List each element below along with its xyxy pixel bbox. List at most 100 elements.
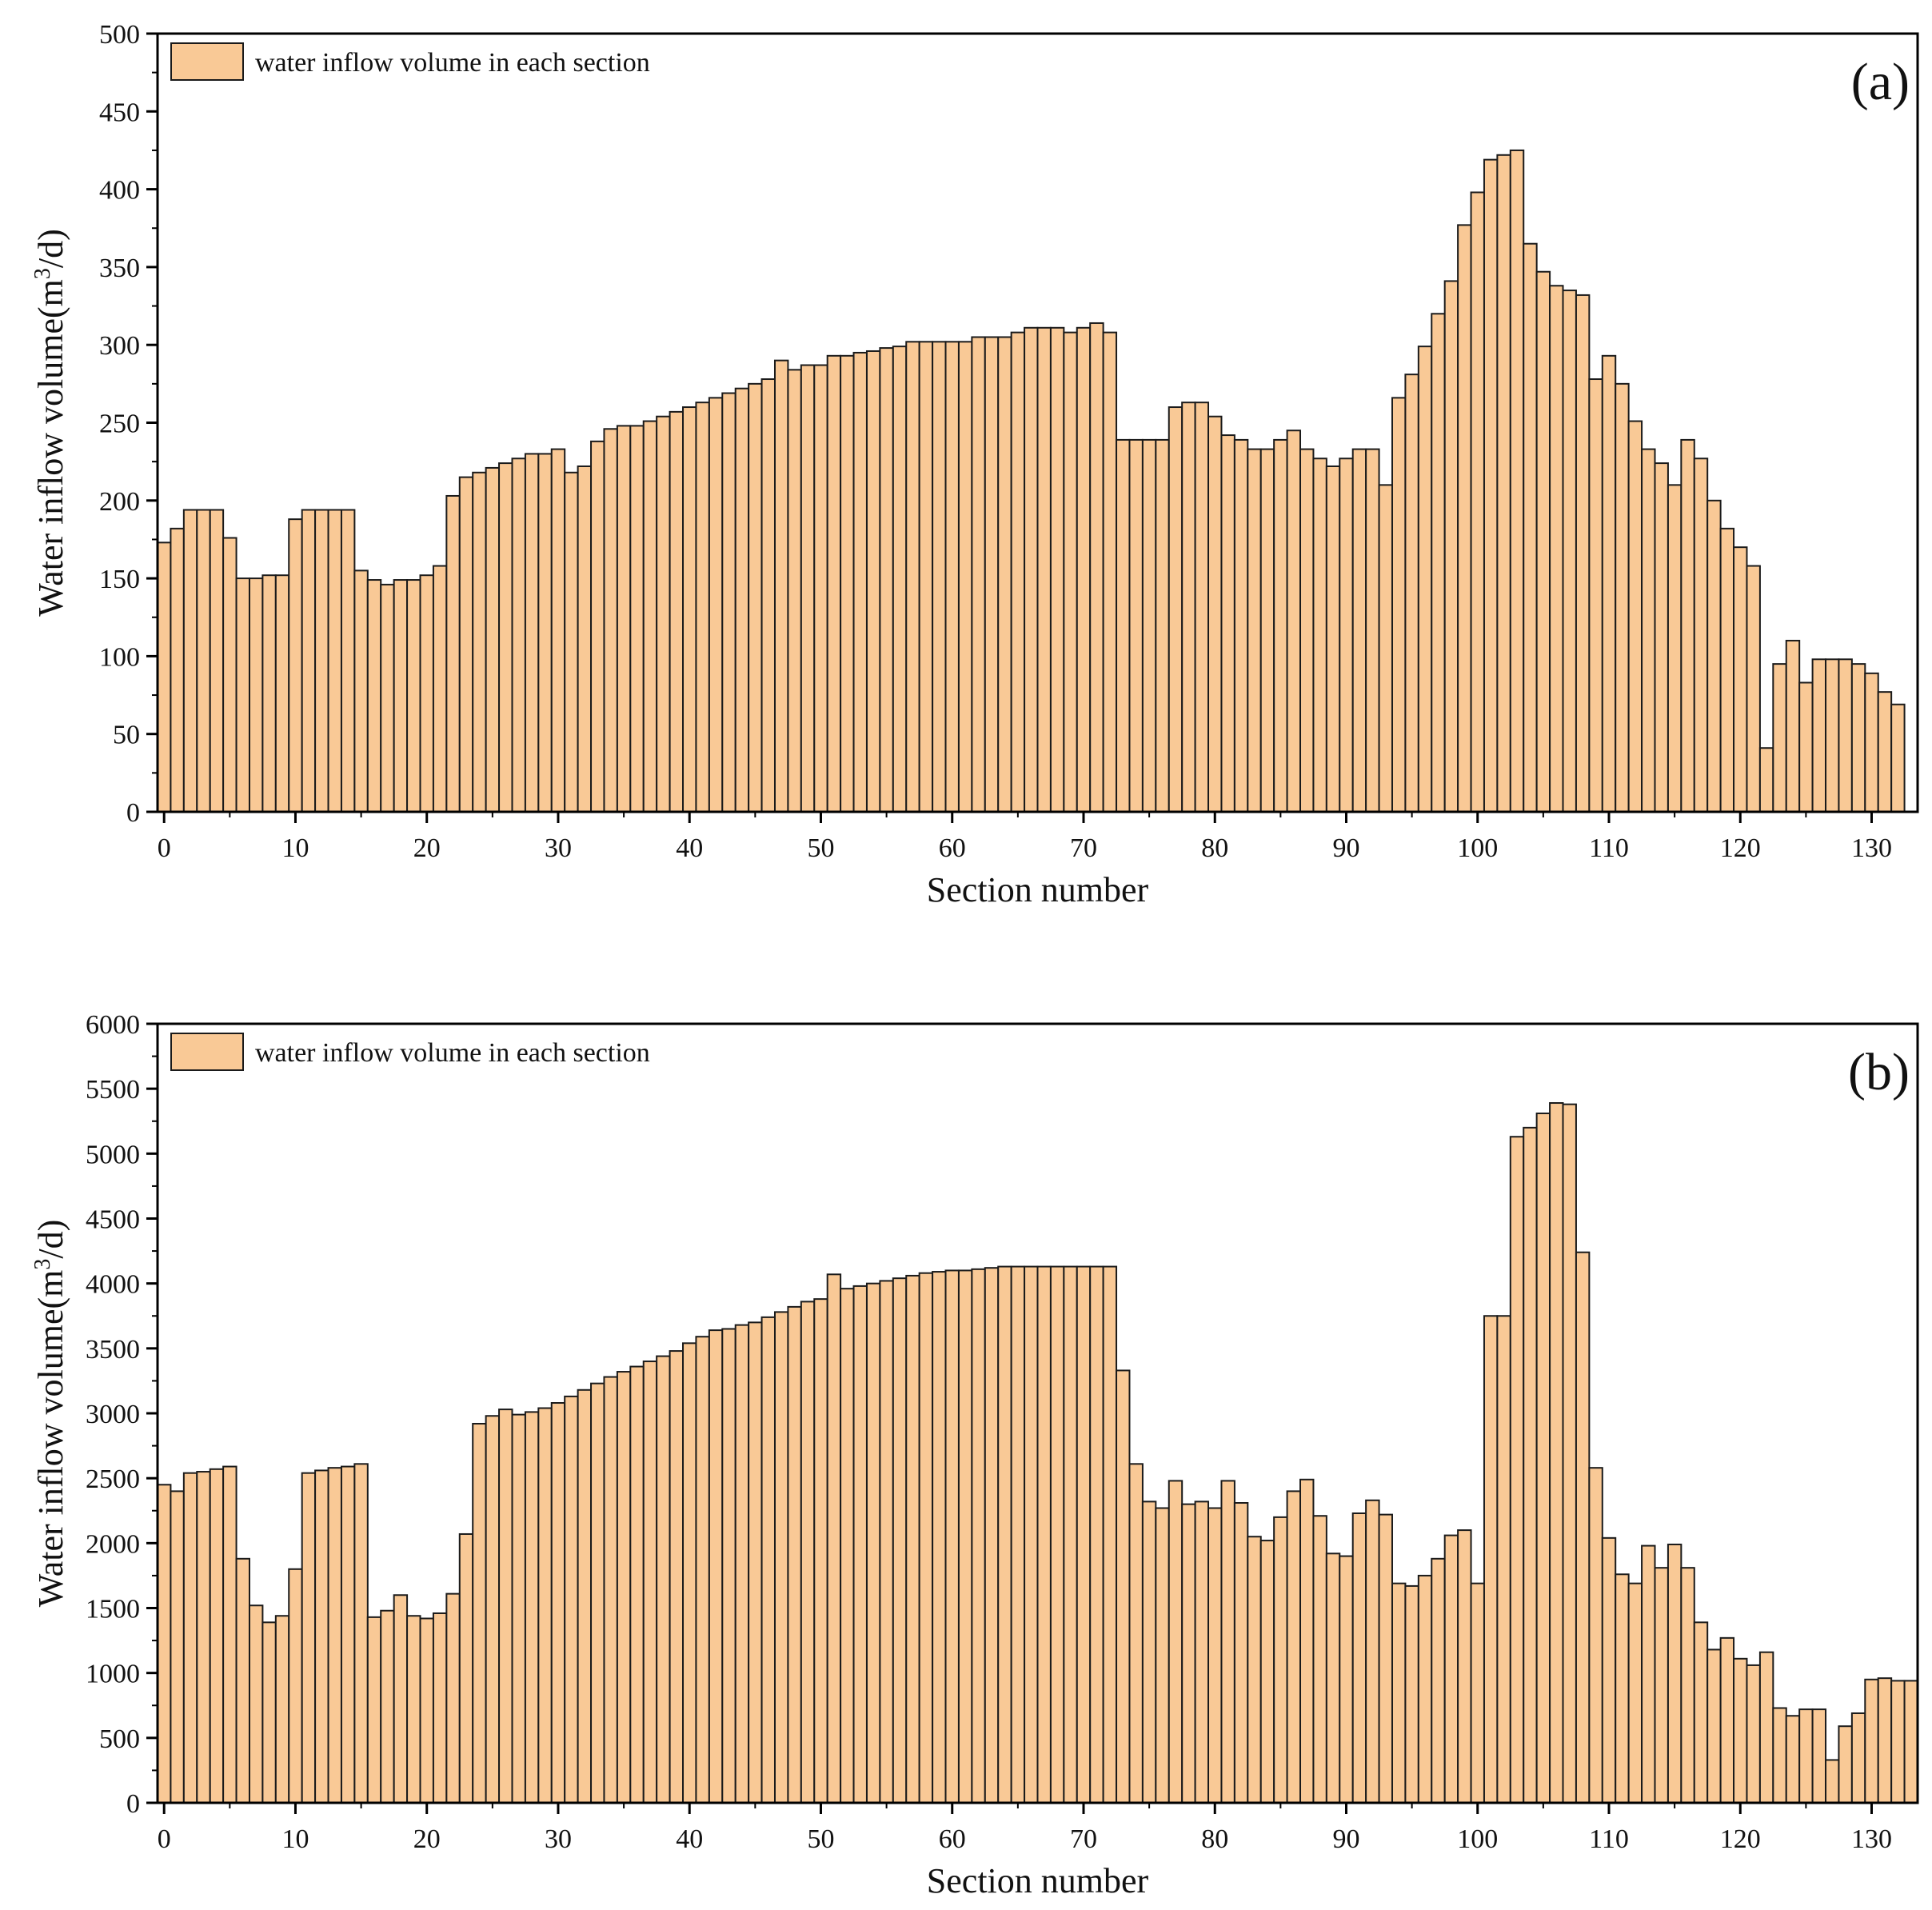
x-tick-label: 50	[807, 1824, 834, 1854]
bar	[997, 336, 1012, 813]
bar	[1706, 1648, 1722, 1804]
bar	[642, 1361, 658, 1804]
bar	[1746, 565, 1761, 813]
bar	[590, 440, 605, 813]
bar	[997, 1265, 1012, 1804]
bar	[1443, 280, 1459, 813]
bar	[787, 1305, 802, 1804]
x-tick-label: 80	[1201, 1824, 1228, 1854]
bar	[1785, 639, 1801, 813]
bar	[274, 1615, 290, 1804]
y-tick-label: 6000	[86, 1010, 140, 1040]
bar	[248, 1604, 264, 1804]
bar	[1850, 663, 1866, 813]
bar	[1102, 331, 1118, 813]
bar	[1667, 484, 1683, 813]
bar	[773, 359, 789, 813]
x-tick-label: 20	[413, 1824, 441, 1854]
bar	[1286, 1490, 1302, 1804]
bar	[971, 1268, 986, 1804]
bar	[1312, 458, 1327, 813]
bar	[1825, 658, 1840, 813]
bar	[288, 518, 303, 813]
bar	[380, 1609, 395, 1804]
bar	[1627, 420, 1643, 813]
bar	[1798, 681, 1814, 813]
bar	[550, 1402, 566, 1804]
y-tick-label: 250	[99, 410, 140, 439]
bar	[1339, 458, 1354, 813]
legend-label: water inflow volume in each section	[255, 48, 650, 78]
y-tick-label: 50	[113, 721, 140, 750]
y-axis-title-main: Water inflow volume(m	[31, 279, 70, 617]
bars-group	[157, 149, 1906, 813]
x-axis-title: Section number	[927, 870, 1149, 909]
bar	[1483, 1315, 1499, 1804]
y-axis-title-superscript: 3	[30, 268, 55, 279]
bar	[616, 425, 632, 813]
bar	[1535, 270, 1551, 813]
bar	[1036, 326, 1052, 813]
legend-swatch	[170, 42, 244, 81]
bar	[1404, 1584, 1419, 1804]
bar	[813, 1298, 828, 1804]
x-tick-label: 50	[807, 833, 834, 863]
bar	[1693, 458, 1709, 813]
bar	[1181, 402, 1196, 813]
bar	[1102, 1265, 1118, 1804]
bar	[892, 1277, 908, 1804]
x-tick-label: 90	[1332, 833, 1359, 863]
bar	[1417, 1574, 1433, 1804]
bar	[1089, 1265, 1104, 1804]
legend: water inflow volume in each section	[170, 1033, 650, 1071]
bar	[800, 364, 816, 813]
bar	[327, 509, 342, 813]
bar	[1509, 1136, 1525, 1804]
bar	[196, 509, 211, 813]
bar	[1667, 1543, 1683, 1804]
bar	[1194, 1500, 1210, 1804]
x-tick-label: 0	[158, 1824, 171, 1854]
bar	[1877, 691, 1893, 813]
bar	[288, 1568, 303, 1804]
y-tick-label: 500	[99, 1724, 140, 1754]
bar	[1811, 1708, 1827, 1804]
bar	[445, 494, 461, 813]
bar	[721, 1328, 736, 1804]
bar	[393, 579, 409, 813]
bar	[629, 425, 645, 813]
bar	[932, 1271, 947, 1804]
y-tick-label: 4500	[86, 1205, 140, 1235]
bar	[1351, 1512, 1367, 1804]
y-tick-label: 1000	[86, 1660, 140, 1689]
bar	[235, 577, 250, 813]
bar	[1719, 1636, 1735, 1804]
bar	[1588, 1467, 1603, 1804]
bar	[1772, 1707, 1787, 1804]
bar	[879, 1280, 894, 1804]
bar	[393, 1594, 409, 1804]
y-axis-title-unit: /d)	[31, 1220, 70, 1259]
bar	[971, 336, 986, 813]
bar	[1496, 154, 1511, 813]
bar	[432, 565, 448, 813]
bar	[734, 1324, 750, 1804]
bar	[1391, 1582, 1407, 1804]
bar	[209, 509, 225, 813]
x-tick-label: 10	[281, 1824, 309, 1854]
bar	[1010, 331, 1026, 813]
y-tick-label: 0	[126, 1789, 140, 1819]
x-tick-label: 10	[281, 833, 309, 863]
bar	[656, 1355, 671, 1804]
x-tick-label: 0	[158, 833, 171, 863]
bar	[1168, 1480, 1184, 1804]
bar	[472, 471, 487, 813]
bar	[1378, 484, 1393, 813]
bar	[669, 1350, 685, 1804]
bar	[1273, 1516, 1288, 1804]
bar	[1877, 1677, 1893, 1804]
bar	[537, 1407, 553, 1804]
bar	[840, 354, 855, 813]
y-tick-label: 100	[99, 642, 140, 672]
bar	[1259, 448, 1275, 813]
